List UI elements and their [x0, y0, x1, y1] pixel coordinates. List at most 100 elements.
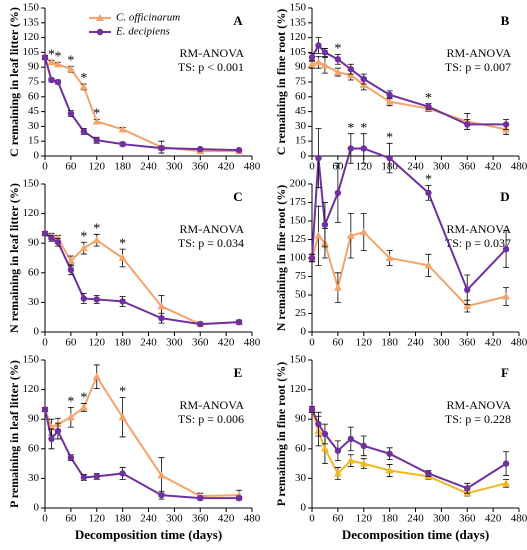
x-tick-label: 300	[433, 337, 450, 349]
significance: *	[93, 222, 100, 237]
point	[53, 234, 62, 242]
y-tick-label: 75	[28, 76, 40, 88]
point	[54, 78, 62, 86]
x-tick-label: 480	[511, 337, 527, 349]
x-tick-label: 420	[485, 513, 502, 525]
annotation: RM-ANOVA	[447, 222, 512, 236]
point	[235, 146, 243, 154]
point	[235, 318, 243, 326]
x-tick-label: 300	[433, 161, 450, 173]
point	[41, 54, 49, 61]
point	[79, 244, 88, 252]
x-tick-label: 60	[65, 513, 77, 525]
annotation: TS: p = 0.228	[445, 412, 511, 426]
y-tick-label: 90	[295, 413, 307, 425]
point	[502, 292, 511, 300]
point	[92, 372, 101, 380]
annotation: RM-ANOVA	[180, 46, 245, 60]
point	[48, 235, 55, 242]
y-tick-label: 0	[34, 326, 40, 338]
point	[347, 435, 355, 443]
y-tick-label: 75	[295, 76, 307, 88]
x-tick-label: 360	[192, 337, 209, 349]
series-line	[44, 232, 240, 326]
panel-letter: C	[233, 189, 242, 204]
point	[93, 137, 100, 144]
x-tick-label: 420	[485, 337, 502, 349]
point	[235, 494, 243, 502]
point	[386, 91, 393, 99]
x-tick-label: 0	[309, 161, 315, 173]
x-tick-label: 180	[381, 513, 398, 525]
point	[359, 80, 368, 88]
series-line	[311, 408, 507, 490]
y-tick-label: 120	[23, 383, 40, 395]
x-tick-label: 420	[218, 337, 235, 349]
point	[315, 154, 322, 162]
significance: *	[386, 131, 393, 146]
point	[321, 49, 329, 56]
x-tick-label: 120	[356, 161, 373, 173]
point	[315, 420, 322, 428]
y-tick-label: 60	[28, 266, 40, 278]
y-tick-label: 175	[290, 196, 307, 208]
annotation: RM-ANOVA	[447, 46, 512, 60]
y-axis-label: P remaining in fine root (%)	[274, 362, 288, 507]
significance: *	[119, 236, 126, 251]
y-tick-label: 0	[301, 150, 307, 162]
point	[385, 254, 394, 261]
point	[347, 65, 355, 73]
point	[333, 469, 342, 477]
x-tick-label: 0	[309, 337, 315, 349]
point	[308, 254, 316, 262]
y-tick-label: 45	[28, 105, 40, 117]
y-tick-label: 30	[295, 472, 307, 484]
point	[67, 454, 75, 461]
series-line	[44, 409, 240, 500]
point	[93, 296, 100, 303]
y-tick-label: 25	[295, 307, 307, 319]
legend-marker	[96, 14, 104, 21]
point	[197, 145, 204, 153]
y-axis-label: C remaining in fine root (%)	[274, 9, 288, 156]
point	[119, 470, 126, 477]
y-tick-label: 120	[23, 207, 40, 219]
point	[66, 65, 75, 73]
point	[119, 140, 126, 148]
point	[333, 283, 342, 291]
x-axis-label: Decomposition time (days)	[342, 527, 489, 542]
annotation: TS: p = 0.034	[178, 236, 244, 250]
point	[334, 56, 342, 63]
x-tick-label: 0	[42, 513, 48, 525]
point	[308, 54, 316, 61]
x-tick-label: 420	[218, 161, 235, 173]
y-tick-label: 150	[23, 2, 40, 14]
y-tick-label: 120	[290, 31, 307, 43]
x-tick-label: 420	[485, 161, 502, 173]
point	[314, 58, 323, 66]
y-tick-label: 75	[295, 270, 307, 282]
point	[386, 450, 393, 457]
significance: *	[80, 71, 87, 86]
y-tick-label: 0	[34, 502, 40, 514]
point	[67, 110, 75, 117]
x-tick-label: 480	[244, 161, 261, 173]
y-tick-label: 105	[23, 46, 40, 58]
y-tick-label: 0	[34, 150, 40, 162]
point	[197, 494, 204, 502]
y-tick-label: 125	[290, 233, 307, 245]
x-tick-label: 360	[459, 161, 476, 173]
x-tick-label: 360	[192, 513, 209, 525]
y-tick-label: 50	[295, 289, 307, 301]
annotation: TS: p < 0.001	[178, 60, 244, 74]
x-tick-label: 480	[244, 513, 261, 525]
point	[79, 403, 88, 411]
x-tick-label: 240	[140, 337, 157, 349]
x-tick-label: 60	[65, 337, 77, 349]
x-tick-label: 240	[407, 513, 424, 525]
significance: *	[67, 395, 74, 410]
y-tick-label: 15	[295, 135, 307, 147]
annotation: TS: p = 0.007	[445, 60, 511, 74]
point	[158, 491, 165, 499]
point	[346, 231, 355, 239]
